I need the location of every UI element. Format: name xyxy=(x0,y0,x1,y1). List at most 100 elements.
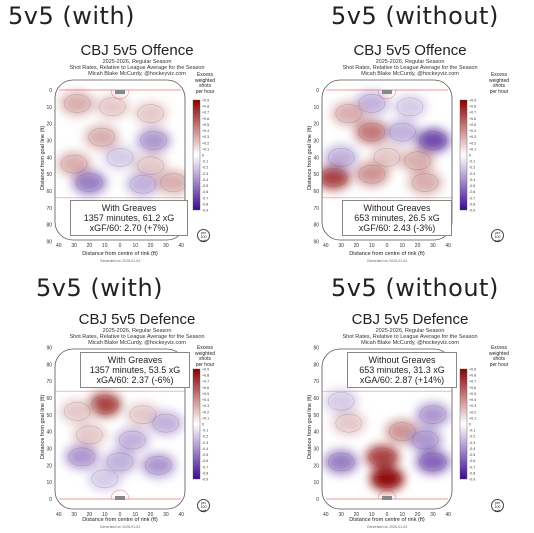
contour-5 xyxy=(327,452,355,472)
y-tick-label: 60 xyxy=(46,396,52,402)
box-line-3: xGF/60: 2.70 (+7%) xyxy=(89,223,169,233)
summary-box: With Greaves 1357 minutes, 53.5 xG xGA/6… xyxy=(80,352,190,388)
x-tick-label: 0 xyxy=(386,243,389,249)
x-tick-label: 10 xyxy=(369,512,375,518)
contour-1 xyxy=(64,402,91,421)
colorbar-tick: -0.5 xyxy=(202,184,208,188)
box-line-2: 653 minutes, 31.3 xG xyxy=(359,365,445,375)
colorbar-tick: -0.6 xyxy=(469,190,475,194)
y-tick-label: 20 xyxy=(46,122,52,128)
x-tick-label: 40 xyxy=(323,243,329,249)
y-axis-label: Distance from goal line (ft) xyxy=(307,125,313,190)
colorbar-tick: +0.6 xyxy=(202,386,209,390)
colorbar-tick: -0.8 xyxy=(469,202,475,206)
colorbar-tick: +0.1 xyxy=(469,416,476,420)
colorbar-tick: +0.8 xyxy=(469,374,476,378)
colorbar-tick: -0.3 xyxy=(202,441,208,445)
y-tick-label: 10 xyxy=(46,105,52,111)
colorbar-tick: +0.8 xyxy=(202,374,209,378)
contour-11 xyxy=(412,173,439,192)
y-tick-label: 90 xyxy=(46,240,52,246)
heat-blob-9 xyxy=(87,466,122,491)
y-tick-label: 10 xyxy=(313,105,319,111)
x-tick-label: 30 xyxy=(71,243,77,249)
x-tick-label: 30 xyxy=(163,512,169,518)
heat-blob-6 xyxy=(64,444,99,469)
contour-4 xyxy=(419,131,447,150)
colorbar-tick: -0.8 xyxy=(202,471,208,475)
chart-title: CBJ 5v5 Offence xyxy=(353,42,467,59)
contour-3 xyxy=(358,122,385,142)
colorbar-tick: +0.2 xyxy=(469,141,476,145)
x-tick-label: 20 xyxy=(87,512,93,518)
y-tick-label: 10 xyxy=(46,480,52,486)
x-tick-label: 10 xyxy=(369,243,375,249)
heat-blob-6 xyxy=(324,145,359,170)
chart-credit: Micah Blake McCurdy, @hockeyviz.com xyxy=(88,71,186,77)
y-tick-label: 20 xyxy=(313,122,319,128)
colorbar-tick: +0.4 xyxy=(202,398,209,402)
x-tick-label: 30 xyxy=(338,243,344,249)
colorbar-tick: +0.6 xyxy=(469,386,476,390)
colorbar-tick: -0.8 xyxy=(202,202,208,206)
colorbar-tick: +0.7 xyxy=(202,111,209,115)
colorbar-tick: 0 xyxy=(202,423,204,427)
colorbar-tick: +0.1 xyxy=(202,416,209,420)
heat-blob-8 xyxy=(324,389,359,414)
box-line-2: 1357 minutes, 61.2 xG xyxy=(83,213,175,223)
heat-blob-4 xyxy=(72,423,107,447)
heat-blob-1 xyxy=(365,444,400,469)
contour-8 xyxy=(327,392,355,411)
y-tick-label: 40 xyxy=(313,430,319,436)
colorbar-tick: +0.6 xyxy=(469,117,476,121)
x-tick-label: 10 xyxy=(133,512,139,518)
x-tick-label: 10 xyxy=(133,243,139,249)
x-tick-label: 40 xyxy=(445,512,451,518)
generated-note: Generated on 2026-01-04 xyxy=(366,259,408,263)
colorbar-tick: -0.7 xyxy=(202,465,208,469)
chart-season: 2025-2026, Regular Season xyxy=(102,59,172,65)
y-tick-label: 80 xyxy=(46,223,52,229)
summary-box: With Greaves 1357 minutes, 61.2 xG xGF/6… xyxy=(70,200,188,236)
colorbar-tick: +0.7 xyxy=(469,380,476,384)
heatmap-svg: 0 10 20 30 40 50 60 70 80 90 40 30 20 10 0 10 20 30 40 +0.9… xyxy=(46,79,209,249)
x-tick-label: 20 xyxy=(87,243,93,249)
colorbar-tick: +0.3 xyxy=(202,135,209,139)
colorbar-tick: +0.4 xyxy=(469,398,476,402)
panel-heading: 5v5 (without) xyxy=(331,2,499,30)
heat-blob-1 xyxy=(95,94,130,119)
y-tick-label: 60 xyxy=(313,396,319,402)
y-tick-label: 50 xyxy=(313,413,319,419)
box-line-3: xGA/60: 2.37 (-6%) xyxy=(96,375,174,385)
per-area-badge: per 100 sqft xyxy=(491,229,504,243)
contour-8 xyxy=(145,456,172,475)
chart-title: CBJ 5v5 Defence xyxy=(351,311,469,328)
contour-5 xyxy=(106,148,134,167)
colorbar-tick: +0.9 xyxy=(202,99,209,103)
x-tick-label: 30 xyxy=(430,512,436,518)
goal-net xyxy=(115,90,125,94)
contour-1 xyxy=(396,97,424,116)
y-tick-label: 40 xyxy=(46,155,52,161)
heat-blob-0 xyxy=(60,91,95,116)
heat-blob-8 xyxy=(72,170,107,195)
contour-1 xyxy=(369,447,396,467)
y-tick-label: 30 xyxy=(313,139,319,145)
chart-panel-offence-without: 5v5 (without) CBJ 5v5 Offence 2025-2026,… xyxy=(267,0,534,266)
y-tick-label: 0 xyxy=(316,497,319,503)
y-tick-label: 70 xyxy=(46,206,52,212)
heat-blob-8 xyxy=(141,453,176,478)
colorbar-tick: +0.2 xyxy=(469,410,476,414)
crease xyxy=(377,489,397,500)
y-tick-label: 20 xyxy=(46,463,52,469)
colorbar-tick: +0.7 xyxy=(202,380,209,384)
chart-subtitle: Shot Rates, Relative to League Average f… xyxy=(342,65,478,71)
x-tick-label: 20 xyxy=(148,512,154,518)
y-tick-label: 50 xyxy=(46,413,52,419)
chart-panel-defence-without: 5v5 (without) CBJ 5v5 Defence 2025-2026,… xyxy=(267,267,534,533)
x-tick-label: 10 xyxy=(102,512,108,518)
x-tick-label: 10 xyxy=(400,243,406,249)
box-line-2: 653 minutes, 26.5 xG xyxy=(354,213,440,223)
goal-net xyxy=(115,496,125,500)
box-line-1: Without Greaves xyxy=(363,203,431,213)
